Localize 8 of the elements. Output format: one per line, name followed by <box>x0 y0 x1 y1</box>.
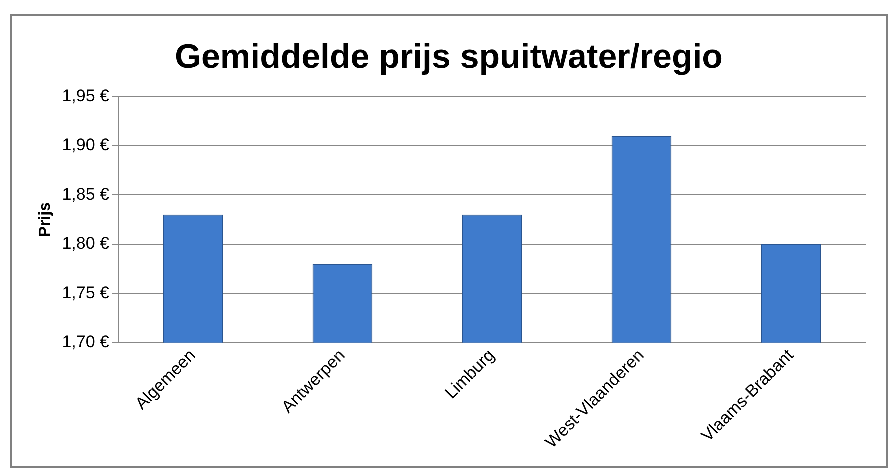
y-tick-label: 1,95 € <box>62 86 110 106</box>
y-tick-label: 1,85 € <box>62 184 110 204</box>
y-tick-label: 1,80 € <box>62 234 110 254</box>
y-tick-label: 1,75 € <box>62 283 110 302</box>
y-tick-label: 1,90 € <box>62 136 110 155</box>
y-axis-title: Prijs <box>37 202 54 238</box>
y-tick-label: 1,70 € <box>62 332 110 352</box>
chart-title: Gemiddelde prijs spuitwater/regio <box>175 38 723 76</box>
